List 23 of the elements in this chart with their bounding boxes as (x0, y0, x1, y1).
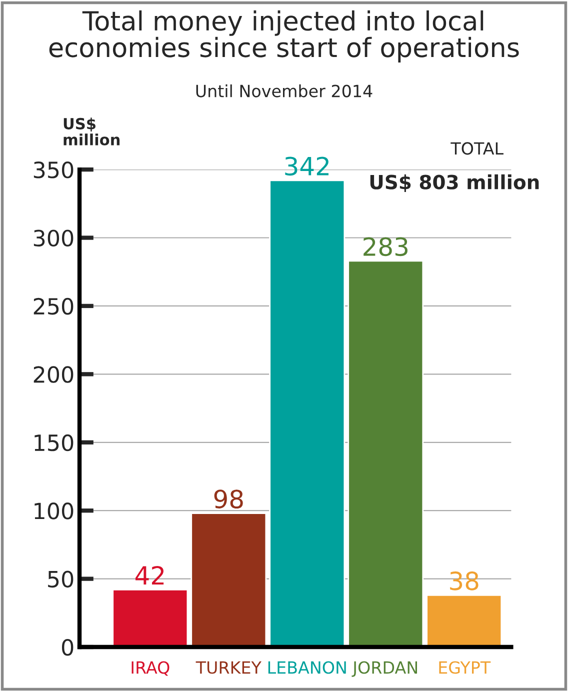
data-label: 98 (214, 490, 243, 508)
data-label: 42 (135, 566, 164, 585)
annotation: US$ 803 million (370, 174, 539, 192)
x-tick-label: LEBANON (268, 661, 346, 674)
y-tick-label: 100 (34, 502, 74, 520)
y-axis-title: US$ million (64, 118, 120, 146)
y-tick-label: 50 (48, 570, 74, 588)
x-tick-label: EGYPT (439, 661, 491, 674)
chart-title: Total money injected into local economies since start of operations (49, 10, 519, 62)
data-label: 38 (450, 571, 478, 590)
x-tick-label: IRAQ (132, 661, 170, 676)
data-label: 283 (364, 237, 408, 256)
y-tick-label: 250 (34, 298, 74, 315)
text: TOTAL (450, 142, 504, 155)
y-tick-label: 300 (34, 230, 74, 247)
data-label: 342 (285, 156, 328, 176)
y-tick-label: 200 (34, 366, 74, 383)
x-tick-label: JORDAN (352, 661, 417, 677)
chart-subtitle: Until November 2014 (196, 84, 372, 98)
y-tick-label: 150 (34, 434, 74, 452)
x-tick-label: TURKEY (196, 661, 262, 674)
y-tick-label: 350 (34, 161, 74, 178)
y-tick-label: 0 (62, 638, 74, 656)
